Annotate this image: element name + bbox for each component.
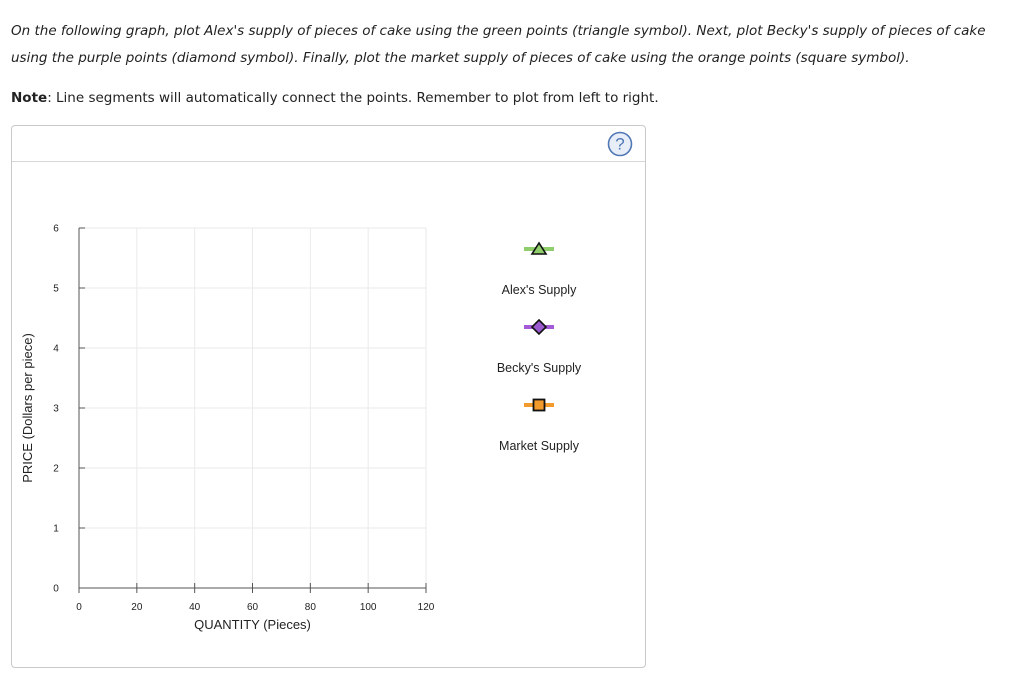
square-icon[interactable] xyxy=(532,398,546,412)
graph-panel: ? 0 20 40 60 80 100 120 0 1 2 3 4 5 6 QUANTITY (Pieces… xyxy=(11,125,646,668)
legend-tool-diamond[interactable]: Becky's Supply xyxy=(497,318,582,375)
y-tick-label: 2 xyxy=(53,464,59,475)
instructions-text: On the following graph, plot Alex's supp… xyxy=(11,23,986,66)
x-tick-label: 120 xyxy=(418,602,435,613)
y-tick-label: 5 xyxy=(53,284,59,295)
y-axis-title: PRICE (Dollars per piece) xyxy=(20,333,35,483)
panel-header xyxy=(12,126,645,162)
x-tick-label: 20 xyxy=(131,602,143,613)
x-tick-label: 100 xyxy=(360,602,377,613)
legend-tool-square[interactable]: Market Supply xyxy=(499,398,580,454)
legend-label: Market Supply xyxy=(499,439,580,453)
legend-label: Becky's Supply xyxy=(497,361,582,375)
graph-area[interactable]: 0 20 40 60 80 100 120 0 1 2 3 4 5 6 QUANTITY (Pieces) P… xyxy=(12,126,645,667)
y-tick-label: 1 xyxy=(53,524,59,535)
x-axis-title: QUANTITY (Pieces) xyxy=(194,617,311,632)
note: Note: Line segments will automatically c… xyxy=(11,88,659,108)
question-circle-icon[interactable]: ? xyxy=(607,131,633,157)
note-label: Note xyxy=(11,90,48,106)
diamond-icon[interactable] xyxy=(530,318,548,336)
y-tick-label: 6 xyxy=(53,224,59,235)
x-tick-label: 80 xyxy=(305,602,317,613)
y-tick-label: 4 xyxy=(53,344,59,355)
x-tick-label: 40 xyxy=(189,602,201,613)
legend-tool-triangle[interactable]: Alex's Supply xyxy=(502,241,577,297)
legend-label: Alex's Supply xyxy=(502,283,577,297)
y-tick-label: 3 xyxy=(53,404,59,415)
triangle-icon[interactable] xyxy=(530,241,548,255)
note-text: : Line segments will automatically conne… xyxy=(47,90,659,106)
x-tick-label: 0 xyxy=(76,602,82,613)
y-tick-label: 0 xyxy=(53,584,59,595)
svg-text:?: ? xyxy=(615,135,624,154)
x-tick-label: 60 xyxy=(247,602,259,613)
